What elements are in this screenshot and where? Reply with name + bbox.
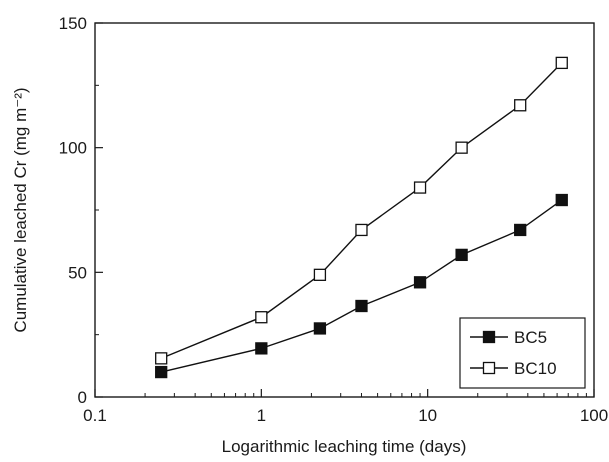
legend-entry: BC5: [470, 328, 547, 347]
data-point: [413, 276, 427, 289]
data-point: [413, 181, 427, 194]
series-bc10: [155, 56, 568, 365]
series-line: [161, 199, 563, 373]
x-axis-label: Logarithmic leaching time (days): [222, 437, 467, 456]
y-tick-label: 50: [68, 263, 87, 282]
data-point: [255, 311, 268, 324]
legend-marker: [482, 361, 496, 375]
data-point: [155, 352, 168, 365]
data-point: [555, 56, 568, 70]
x-tick-label: 0.1: [83, 406, 107, 425]
data-point: [455, 248, 468, 262]
legend-label: BC5: [514, 328, 547, 347]
legend-label: BC10: [514, 359, 557, 378]
series-layer: [155, 56, 568, 379]
legend-box: [459, 317, 586, 389]
data-point: [555, 193, 568, 207]
legend-entry: BC10: [470, 359, 557, 378]
y-axis-label: Cumulative leached Cr (mg m⁻²): [11, 87, 30, 332]
data-point: [155, 365, 168, 379]
data-point: [514, 223, 527, 237]
series-line: [160, 62, 563, 360]
x-tick-label: 1: [257, 406, 266, 425]
legend: BC5 BC10: [459, 317, 586, 389]
data-point: [514, 99, 527, 112]
x-tick-label: 100: [580, 406, 608, 425]
x-tick-label: 10: [418, 406, 437, 425]
y-tick-label: 150: [59, 14, 87, 33]
data-point: [355, 299, 368, 313]
data-point: [313, 268, 327, 281]
y-tick-label: 100: [59, 139, 87, 158]
y-tick-label: 0: [78, 388, 87, 407]
legend-marker: [482, 330, 496, 344]
axis-ticks: 0.1 1 10 100 0 50 100 150: [59, 14, 609, 425]
data-point: [455, 141, 468, 154]
data-point: [313, 322, 327, 335]
data-point: [255, 342, 268, 355]
data-point: [355, 223, 368, 237]
series-bc5: [155, 193, 568, 379]
